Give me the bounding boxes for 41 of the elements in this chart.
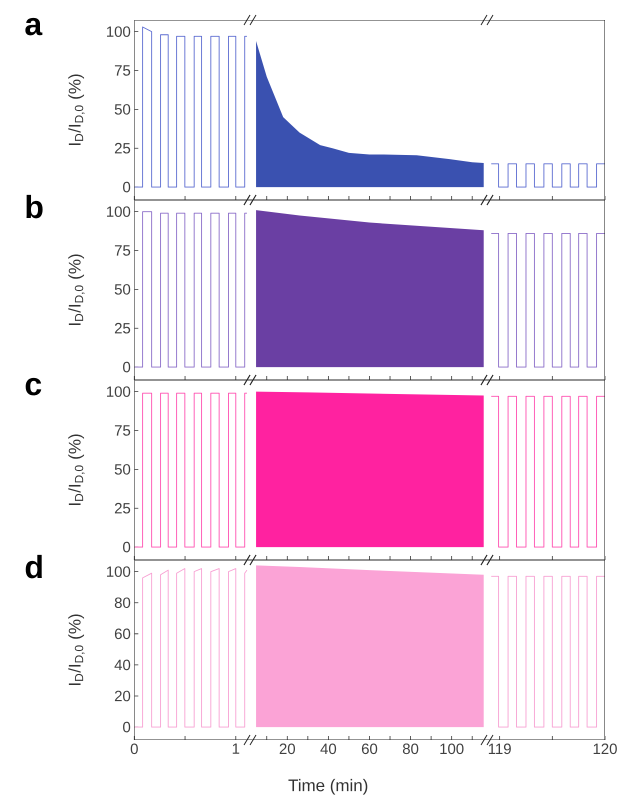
y-tick-label: 20 xyxy=(114,690,130,702)
y-tick-label: 25 xyxy=(114,502,130,514)
y-tick-label: 100 xyxy=(106,566,130,577)
y-tick-label: 75 xyxy=(114,65,130,76)
x-tick-label: 60 xyxy=(362,744,378,754)
x-tick-label: 1 xyxy=(232,744,240,754)
y-tick-label: 0 xyxy=(123,722,130,732)
y-tick-label: 50 xyxy=(114,464,130,475)
x-tick-label: 40 xyxy=(320,744,336,754)
x-axis-title: Time (min) xyxy=(288,778,368,795)
y-tick-label: 25 xyxy=(114,142,130,154)
y-tick-label: 0 xyxy=(123,182,130,192)
y-axis-title: I$_{D}$/I$_{D,0}$ (%) xyxy=(68,614,85,686)
y-tick-label: 50 xyxy=(114,104,130,115)
line-series xyxy=(134,568,248,728)
y-tick-label: 0 xyxy=(123,362,130,372)
line-series xyxy=(134,26,248,188)
y-axis-title: I$_{D}$/I$_{D,0}$ (%) xyxy=(68,254,85,326)
y-tick-label: 100 xyxy=(106,206,130,217)
y-tick-label: 25 xyxy=(114,322,130,334)
y-tick-label: 75 xyxy=(114,245,130,256)
x-tick-label: 120 xyxy=(594,744,617,754)
x-tick-label: 20 xyxy=(280,744,296,754)
x-tick-label: 80 xyxy=(402,744,418,754)
chart-title: c xyxy=(26,378,42,396)
chart-title: a xyxy=(25,18,42,36)
chart-title: d xyxy=(26,554,42,578)
x-tick-label: 119 xyxy=(488,744,511,754)
y-tick-label: 40 xyxy=(114,660,130,670)
x-tick-label: 100 xyxy=(440,744,464,754)
y-axis-title: I$_{D}$/I$_{D,0}$ (%) xyxy=(68,434,85,506)
chart-title: b xyxy=(26,194,43,218)
y-tick-label: 60 xyxy=(114,628,130,640)
x-tick-label: 0 xyxy=(130,744,138,754)
y-axis-title: I$_{D}$/I$_{D,0}$ (%) xyxy=(68,74,85,146)
y-tick-label: 0 xyxy=(123,542,130,552)
y-tick-label: 80 xyxy=(114,597,130,608)
y-tick-label: 100 xyxy=(106,26,130,37)
y-tick-label: 50 xyxy=(114,284,130,295)
y-tick-label: 75 xyxy=(114,425,130,436)
y-tick-label: 100 xyxy=(106,386,130,397)
